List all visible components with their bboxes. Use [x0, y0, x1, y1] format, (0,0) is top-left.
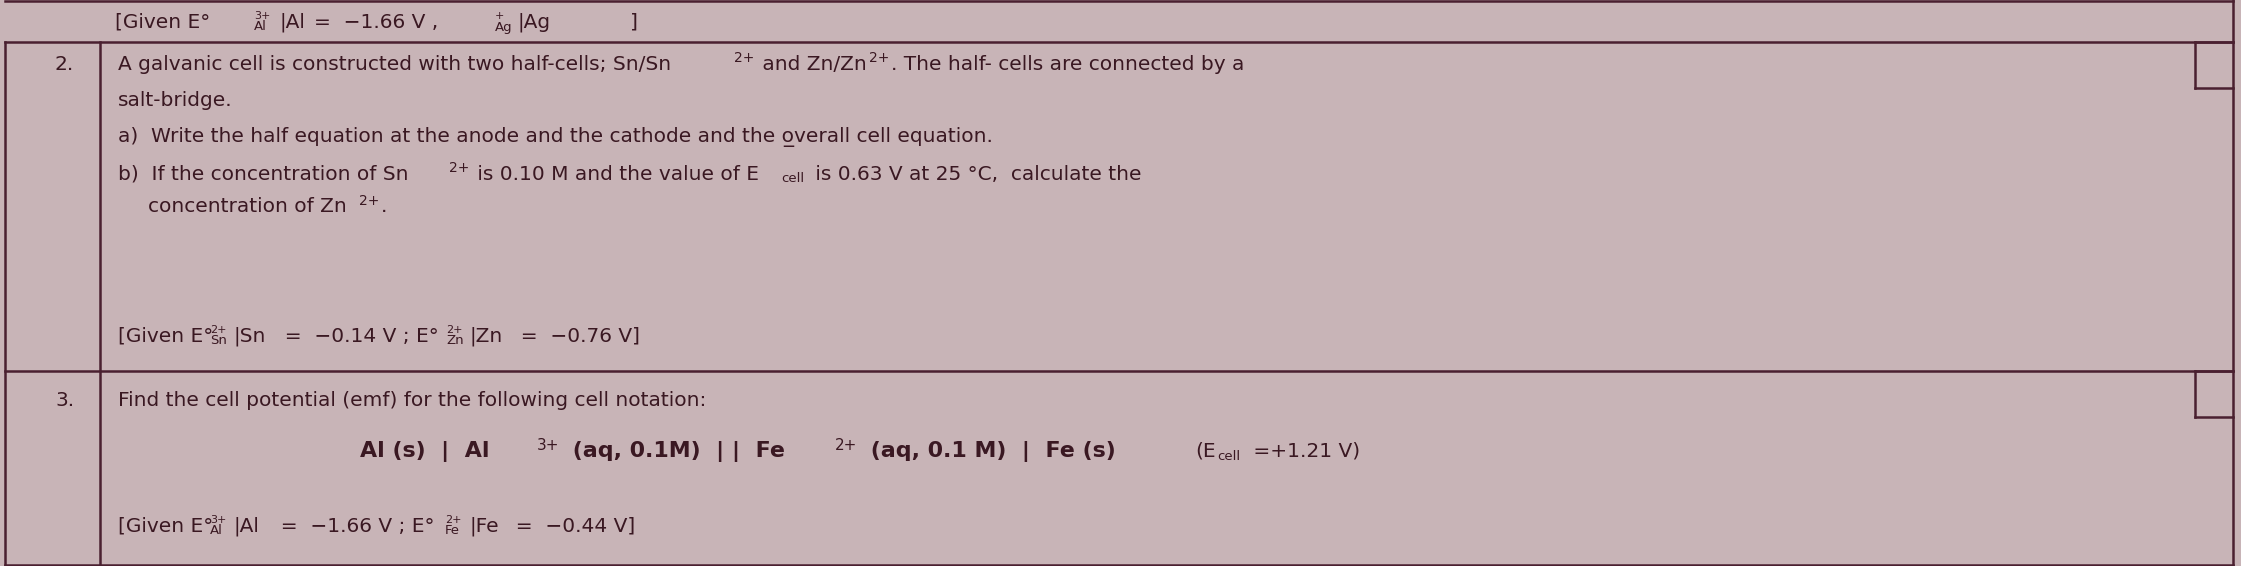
Text: =  −0.14 V ; E°: = −0.14 V ; E°	[271, 327, 439, 345]
Text: Al: Al	[253, 20, 267, 33]
Text: =  −1.66 V ; E°: = −1.66 V ; E°	[269, 517, 435, 535]
Text: . The half- cells are connected by a: . The half- cells are connected by a	[892, 54, 1244, 74]
Text: [Given E°: [Given E°	[119, 327, 213, 345]
Text: salt-bridge.: salt-bridge.	[119, 91, 233, 109]
Text: [Given E°: [Given E°	[114, 12, 211, 32]
Text: is 0.10 M and the value of E: is 0.10 M and the value of E	[471, 165, 760, 183]
Text: 3.: 3.	[56, 392, 74, 410]
Text: 2+: 2+	[836, 438, 858, 452]
Text: 3+: 3+	[211, 515, 226, 525]
Text: cell: cell	[782, 173, 805, 186]
Text: Al (s)  |  Al: Al (s) | Al	[361, 440, 489, 461]
Text: 2+: 2+	[446, 515, 462, 525]
Text: and Zn/Zn: and Zn/Zn	[755, 54, 867, 74]
Text: 2+: 2+	[870, 51, 890, 65]
Text: Fe: Fe	[446, 525, 459, 538]
Text: 2+: 2+	[446, 325, 462, 335]
Text: cell: cell	[1217, 449, 1239, 462]
Text: a)  Write the half equation at the anode and the cathode and the o̲verall cell e: a) Write the half equation at the anode …	[119, 127, 993, 147]
Text: (E: (E	[1194, 441, 1215, 461]
Text: A galvanic cell is constructed with two half-cells; Sn/Sn: A galvanic cell is constructed with two …	[119, 54, 670, 74]
Text: 2+: 2+	[359, 194, 379, 208]
Text: 2+: 2+	[735, 51, 755, 65]
Text: |Sn: |Sn	[233, 326, 267, 346]
Text: |Al: |Al	[278, 12, 305, 32]
Text: b)  If the concentration of Sn: b) If the concentration of Sn	[119, 165, 408, 183]
Text: 2+: 2+	[211, 325, 226, 335]
Text: +: +	[495, 11, 504, 21]
Text: 2.: 2.	[56, 54, 74, 74]
Text: |Al: |Al	[233, 516, 260, 536]
Text: Ag: Ag	[495, 20, 513, 33]
Text: is 0.63 V at 25 °C,  calculate the: is 0.63 V at 25 °C, calculate the	[809, 165, 1141, 183]
Text: =+1.21 V): =+1.21 V)	[1246, 441, 1360, 461]
Text: Sn: Sn	[211, 335, 226, 348]
Text: Al: Al	[211, 525, 222, 538]
Text: =  −0.76 V]: = −0.76 V]	[509, 327, 641, 345]
Text: =  −0.44 V]: = −0.44 V]	[502, 517, 634, 535]
Text: |Fe: |Fe	[468, 516, 500, 536]
Text: |Zn: |Zn	[471, 326, 504, 346]
Text: (aq, 0.1M)  | |  Fe: (aq, 0.1M) | | Fe	[565, 440, 784, 461]
Text: Zn: Zn	[446, 335, 464, 348]
Text: 3+: 3+	[538, 438, 560, 452]
Text: =  −1.66 V ,: = −1.66 V ,	[314, 12, 439, 32]
Text: |Ag: |Ag	[518, 12, 549, 32]
Text: 2+: 2+	[448, 161, 468, 175]
Text: 3+: 3+	[253, 11, 271, 21]
Text: concentration of Zn: concentration of Zn	[148, 198, 347, 217]
Text: [Given E°: [Given E°	[119, 517, 213, 535]
Text: Find the cell potential (emf) for the following cell notation:: Find the cell potential (emf) for the fo…	[119, 392, 706, 410]
Text: .: .	[381, 198, 388, 217]
Text: (aq, 0.1 M)  |  Fe (s): (aq, 0.1 M) | Fe (s)	[863, 440, 1116, 461]
Text: ]: ]	[560, 12, 639, 32]
